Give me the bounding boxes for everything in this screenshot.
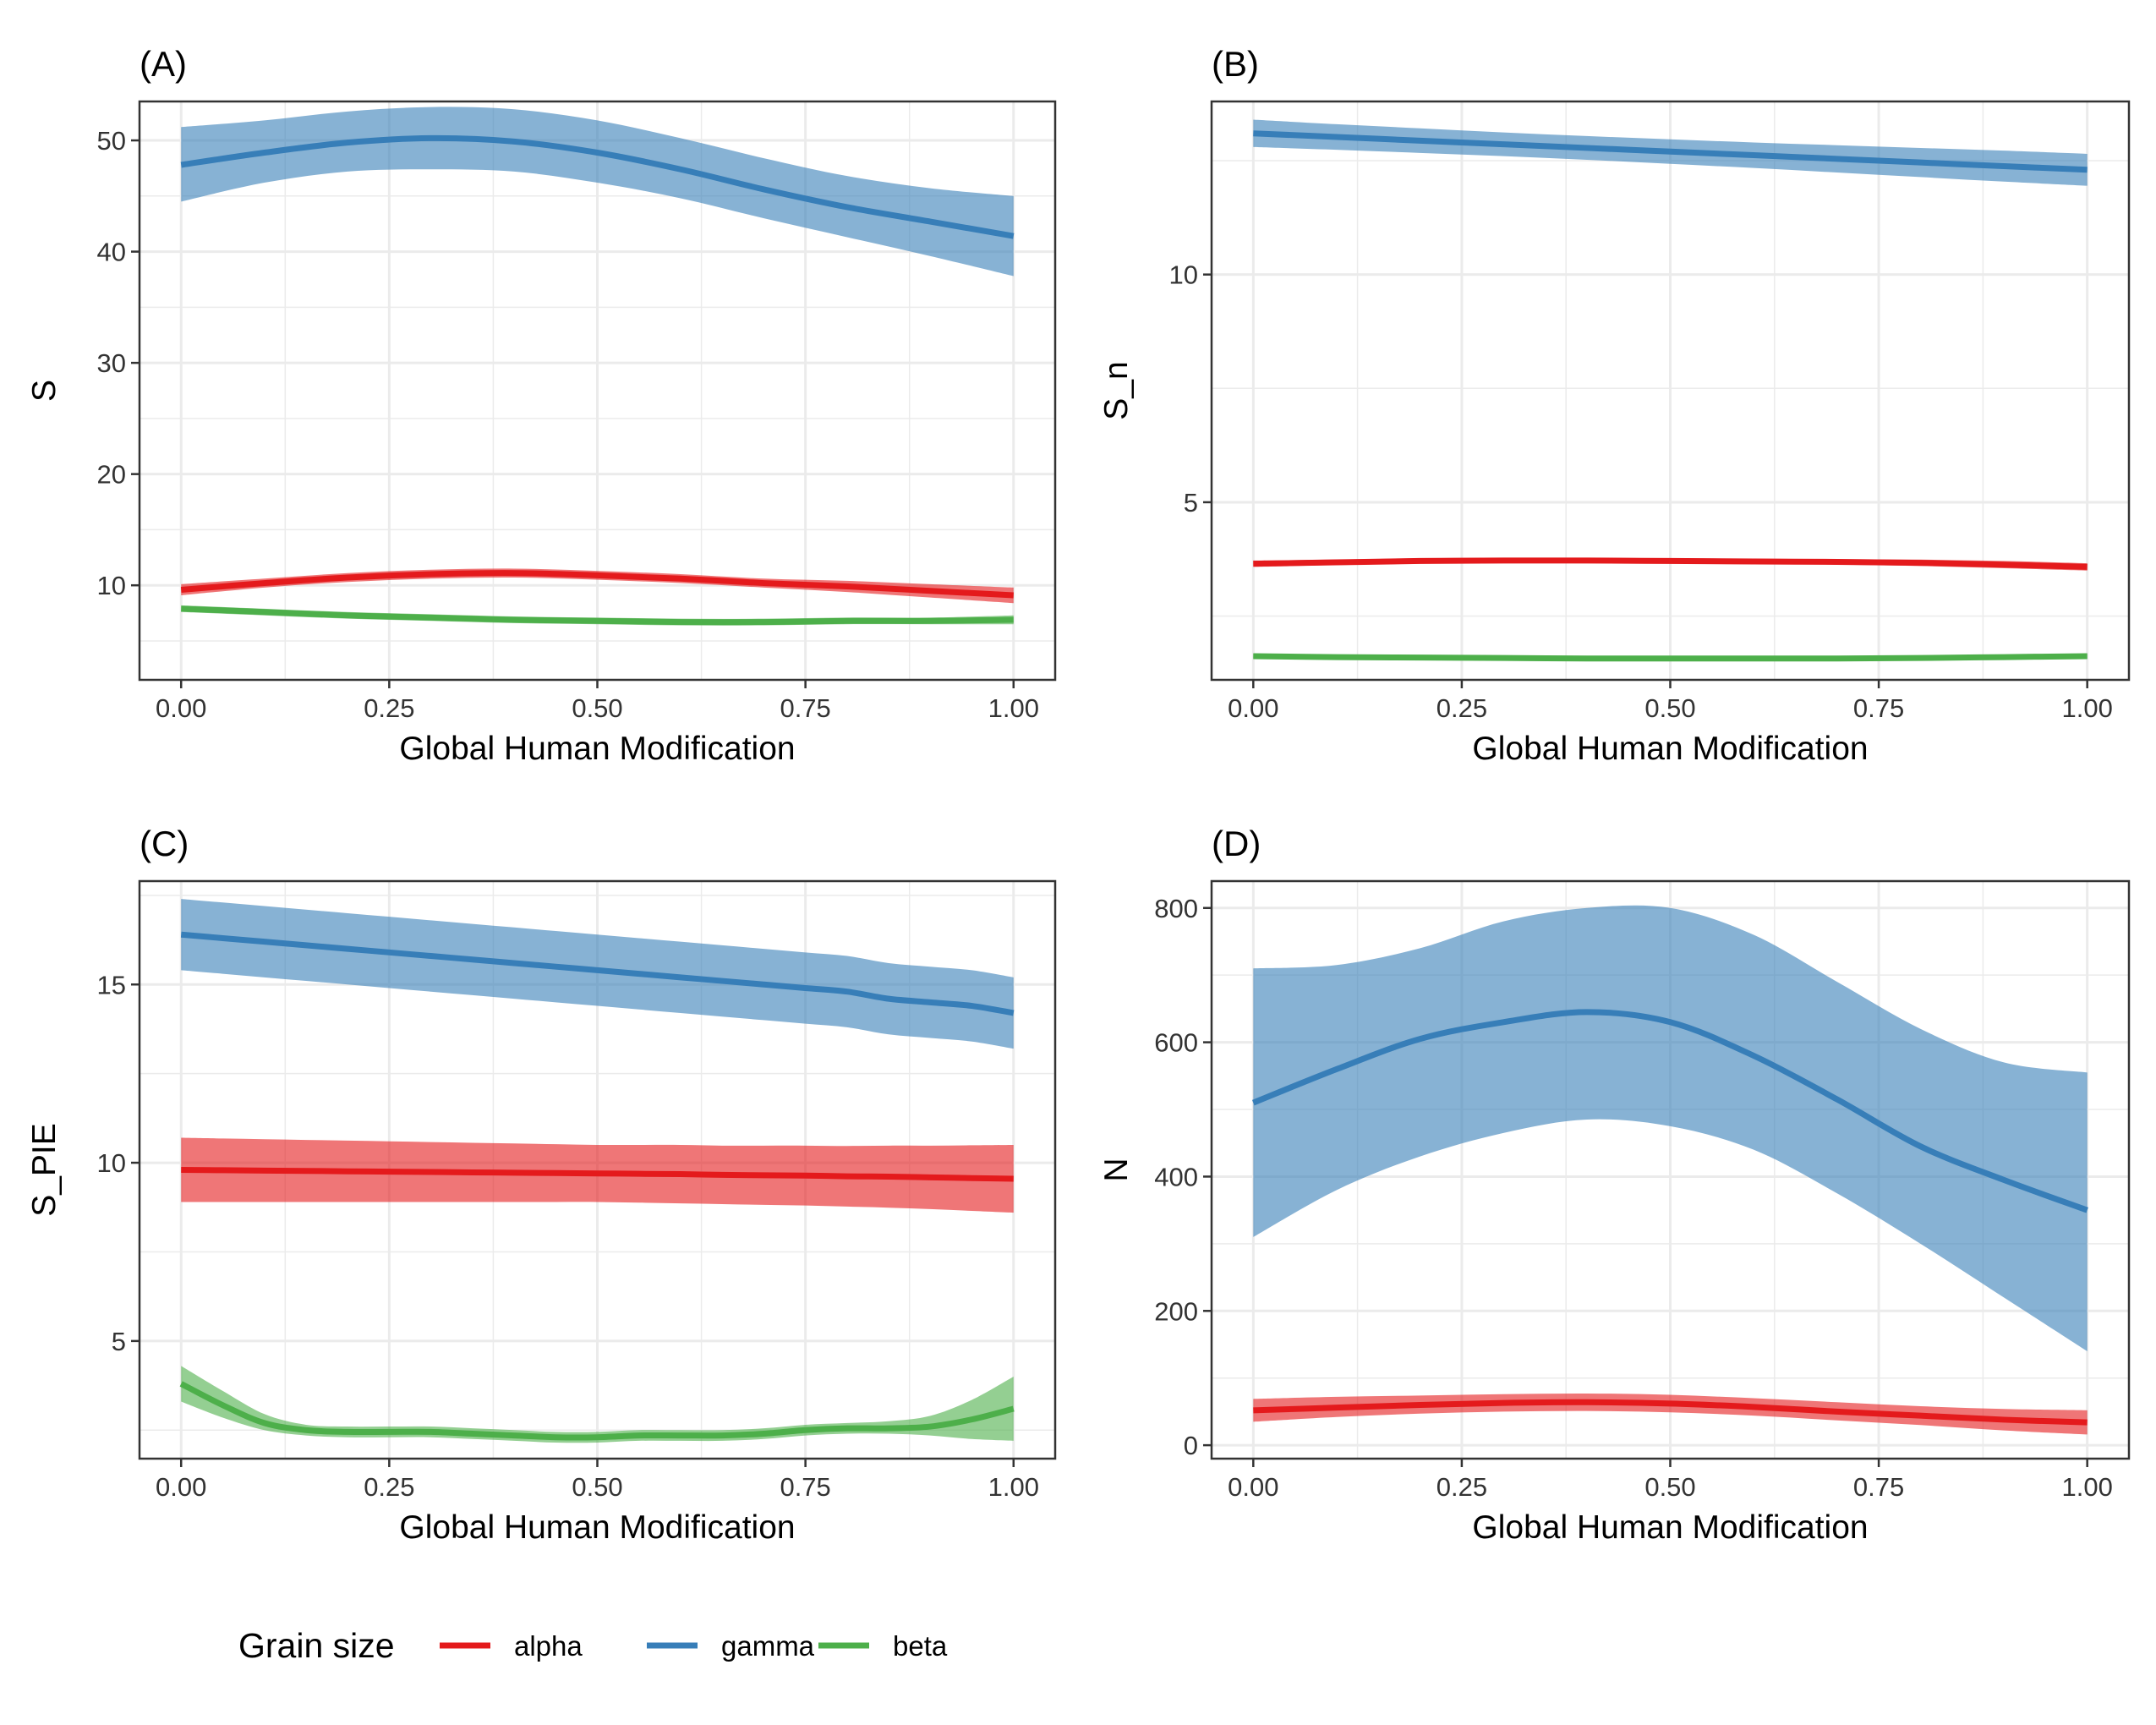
- legend-label-alpha: alpha: [514, 1630, 583, 1662]
- x-tick-label: 0.00: [1228, 693, 1278, 723]
- y-axis-title: S: [26, 380, 63, 402]
- x-tick-label: 0.75: [780, 693, 830, 723]
- legend-label-gamma: gamma: [721, 1630, 815, 1662]
- series-line-gamma: [1253, 130, 2088, 173]
- legend-label-beta: beta: [893, 1630, 948, 1662]
- x-axis-title: Global Human Modification: [1472, 731, 1868, 767]
- y-tick-label: 10: [97, 571, 126, 600]
- legend: Grain size alpha gamma beta: [238, 1626, 948, 1665]
- ribbon-gamma: [181, 107, 1014, 277]
- x-tick-label: 1.00: [2062, 1472, 2113, 1502]
- y-tick-label: 10: [1169, 260, 1198, 290]
- panel-tag: (A): [140, 44, 187, 84]
- series-line-beta: [179, 1381, 1015, 1441]
- y-tick-label: 600: [1154, 1028, 1198, 1058]
- panel-c: 0.00 0.25 0.50 0.75 1.00 5 10 15 Global Human Mo…: [26, 824, 1057, 1546]
- y-tick-label: 200: [1154, 1296, 1198, 1326]
- series-line-beta: [1253, 653, 2088, 662]
- y-tick-label: 40: [97, 238, 126, 267]
- series-line-beta: [181, 605, 1014, 626]
- y-axis-title: N: [1098, 1158, 1135, 1181]
- x-tick-label: 0.00: [156, 693, 206, 723]
- series-line-alpha: [181, 1167, 1014, 1182]
- x-tick-label: 0.50: [572, 693, 622, 723]
- y-tick-label: 5: [112, 1327, 126, 1356]
- y-tick-label: 15: [97, 970, 126, 999]
- y-tick-label: 400: [1154, 1162, 1198, 1191]
- x-tick-label: 0.75: [1853, 693, 1904, 723]
- x-tick-label: 0.25: [364, 693, 414, 723]
- x-tick-label: 0.00: [156, 1472, 206, 1502]
- x-tick-label: 0.50: [572, 1472, 622, 1502]
- x-tick-label: 0.25: [1436, 1472, 1487, 1502]
- y-tick-label: 30: [97, 348, 126, 378]
- x-tick-label: 0.50: [1644, 693, 1695, 723]
- x-tick-label: 1.00: [988, 693, 1039, 723]
- series-line-alpha: [1253, 557, 2088, 570]
- x-axis-title: Global Human Modification: [1472, 1509, 1868, 1546]
- panel-tag: (C): [140, 824, 189, 863]
- y-tick-label: 10: [97, 1148, 126, 1178]
- x-axis-title: Global Human Modification: [399, 1509, 795, 1546]
- series-line-alpha: [1253, 1399, 2088, 1426]
- panel-tag: (B): [1212, 44, 1259, 84]
- x-tick-label: 1.00: [988, 1472, 1039, 1502]
- y-axis-title: S_PIE: [26, 1123, 63, 1217]
- x-tick-label: 0.75: [1853, 1472, 1904, 1502]
- panel-tag: (D): [1212, 824, 1261, 863]
- x-tick-label: 0.50: [1644, 1472, 1695, 1502]
- y-tick-label: 50: [97, 126, 126, 156]
- series-line-gamma: [1252, 1009, 2088, 1213]
- y-axis-title: S_n: [1098, 361, 1135, 419]
- series-line-gamma: [180, 931, 1015, 1016]
- x-tick-label: 0.75: [780, 1472, 830, 1502]
- series-line-gamma: [180, 134, 1015, 239]
- x-tick-label: 0.25: [1436, 693, 1487, 723]
- ribbon-beta: [181, 1366, 1014, 1443]
- y-tick-label: 5: [1184, 488, 1198, 518]
- ribbon-gamma: [1253, 905, 2088, 1351]
- y-tick-label: 0: [1184, 1431, 1198, 1460]
- y-tick-label: 20: [97, 460, 126, 490]
- x-axis-title: Global Human Modification: [399, 731, 795, 767]
- panel-d: 0.00 0.25 0.50 0.75 1.00 0 200 400 600 800 Global …: [1098, 824, 2131, 1546]
- panel-b: 0.00 0.25 0.50 0.75 1.00 5 10 Global Human Modi…: [1098, 44, 2131, 767]
- legend-title: Grain size: [238, 1626, 395, 1665]
- series-line-alpha: [180, 570, 1014, 599]
- ribbon-gamma: [181, 899, 1014, 1049]
- x-tick-label: 0.25: [364, 1472, 414, 1502]
- x-tick-label: 0.00: [1228, 1472, 1278, 1502]
- panel-a: 0.00 0.25 0.50 0.75 1.00 10 20 30 40 50 Global Hum…: [26, 44, 1057, 767]
- x-tick-label: 1.00: [2062, 693, 2113, 723]
- y-tick-label: 800: [1154, 894, 1198, 923]
